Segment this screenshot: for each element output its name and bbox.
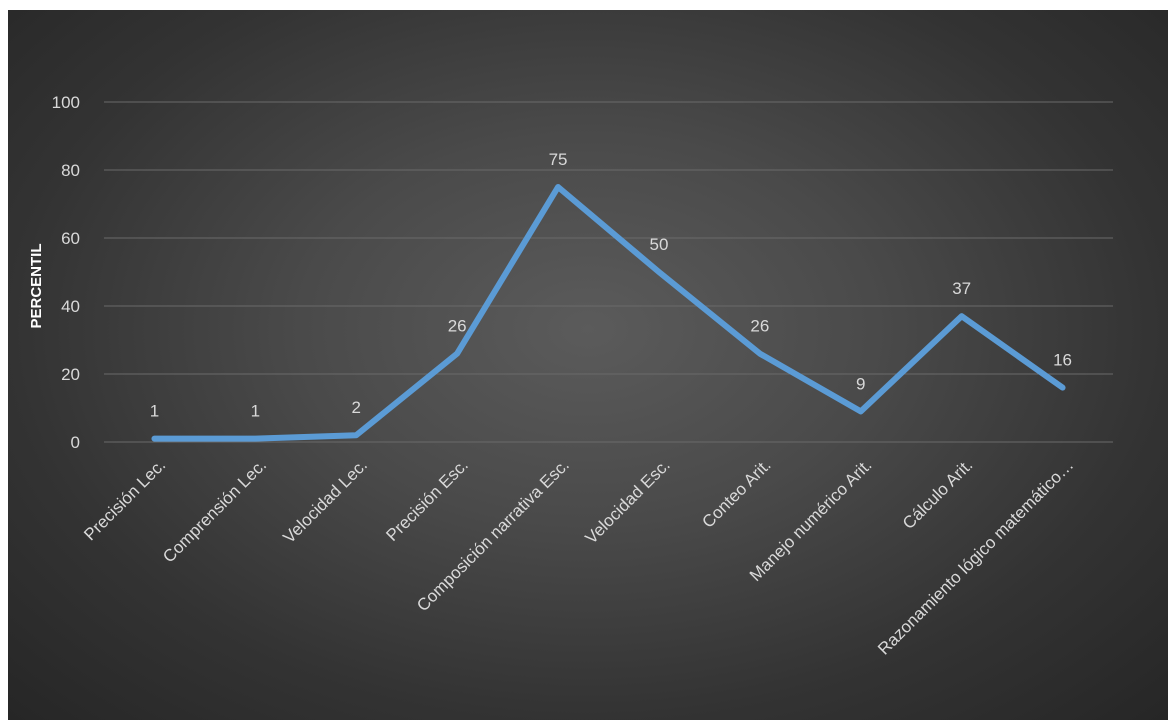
data-label: 2 — [352, 398, 361, 417]
y-tick-label: 0 — [71, 433, 80, 452]
data-label: 1 — [251, 402, 260, 421]
data-label: 9 — [856, 374, 865, 393]
data-label: 26 — [448, 317, 467, 336]
x-category-label: Velocidad Lec. — [279, 455, 371, 547]
data-label: 1 — [150, 402, 159, 421]
x-axis-categories: Precisión Lec.Comprensión Lec. Velocidad … — [80, 455, 1077, 658]
x-category-label: Cálculo Arit. — [899, 455, 977, 533]
y-axis-ticks: 0 20 40 60 80 100 — [52, 93, 80, 452]
x-category-label: Velocidad Esc. — [581, 455, 673, 547]
gridlines — [104, 101, 1113, 443]
series-line — [151, 184, 1066, 442]
y-tick-label: 20 — [61, 365, 80, 384]
y-tick-label: 60 — [61, 229, 80, 248]
chart-area: 0 20 40 60 80 100 PERCENTIL 1 1 2 26 75 50 26 9 37 16 … — [8, 10, 1168, 720]
data-label: 16 — [1053, 351, 1072, 370]
y-axis-title: PERCENTIL — [28, 243, 45, 328]
x-category-label: Precisión Esc. — [382, 455, 472, 545]
y-tick-label: 80 — [61, 161, 80, 180]
series-layer — [151, 184, 1066, 442]
data-labels: 1 1 2 26 75 50 26 9 37 16 — [150, 150, 1072, 421]
x-category-label: Comprensión Lec. — [159, 455, 270, 566]
y-tick-label: 100 — [52, 93, 80, 112]
y-tick-label: 40 — [61, 297, 80, 316]
x-category-label: Razonamiento lógico matemático… — [874, 455, 1077, 658]
data-label: 26 — [750, 317, 769, 336]
data-label: 50 — [649, 235, 668, 254]
data-label: 37 — [952, 279, 971, 298]
data-label: 75 — [549, 150, 568, 169]
x-category-label: Conteo Arit. — [698, 455, 774, 531]
x-category-label: Precisión Lec. — [80, 455, 169, 544]
